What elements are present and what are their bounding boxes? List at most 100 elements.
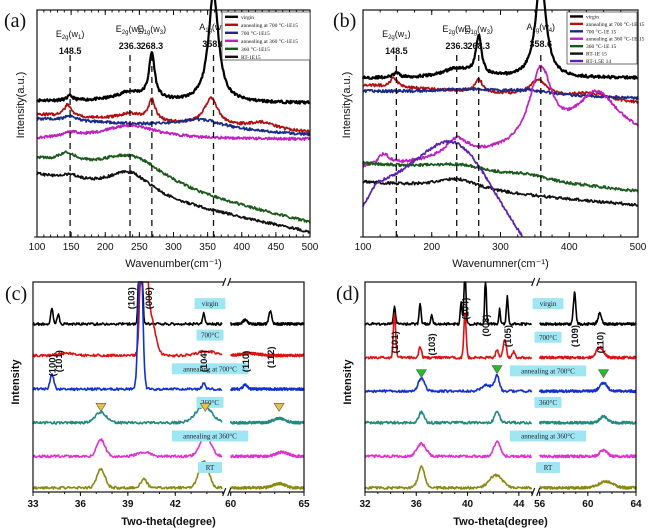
sample-label-bg <box>509 365 587 377</box>
hkl-label: (105) <box>503 325 514 347</box>
mode-value-label: 268.3 <box>141 41 164 51</box>
x-tick-label: 500 <box>302 242 319 253</box>
legend-entry: 360 °C-1E 15 <box>586 43 617 50</box>
mode-value-label: 236.3 <box>119 41 142 51</box>
hkl-label: (112) <box>266 346 277 368</box>
x-tick-label: 100 <box>355 242 372 253</box>
x-axis-title: Two-theta(degree) <box>121 516 216 528</box>
mode-value-label: 358.6 <box>202 39 225 49</box>
axis-break-mark <box>227 277 232 287</box>
legend-entry: annealing at 700 °C-1E 15 <box>586 21 645 28</box>
sample-label-bg <box>509 430 587 442</box>
panel-d: virgin 700°C annealing at 700°C 360°C anneal… <box>336 277 642 528</box>
series-line-annealing-at-360-c <box>364 440 532 459</box>
x-tick-label: 36 <box>411 499 423 510</box>
axis-break-mask-bottom <box>532 490 539 494</box>
series-line-virgin <box>364 281 532 326</box>
panel-letter: (a) <box>4 10 26 32</box>
axis-break-mark <box>531 487 536 497</box>
series-line-360-c <box>32 404 223 425</box>
mode-name-label: E2g(w2) <box>442 24 471 36</box>
legend-entry: annealing at 360 °C-1E15 <box>241 38 298 45</box>
phase-marker-triangle <box>415 369 427 379</box>
mode-value-label: 358.6 <box>530 39 553 49</box>
axis-break-mark <box>536 277 541 287</box>
legend-entry: 360 °C-1E15 <box>241 46 270 53</box>
x-tick-label: 36 <box>75 499 87 510</box>
series-line-annealing-at-360-c <box>539 448 637 459</box>
hkl-label: (006) <box>144 287 155 309</box>
x-tick-label: 350 <box>199 242 216 253</box>
x-tick-label: 64 <box>630 499 642 510</box>
x-tick-label: 42 <box>170 499 182 510</box>
sample-label: virgin <box>532 298 564 310</box>
x-axis-title: Two-theta(degree) <box>453 516 548 528</box>
x-tick-label: 32 <box>359 499 371 510</box>
series-line-virgin <box>361 0 639 80</box>
x-tick-label: 44 <box>513 499 525 510</box>
x-tick-label: 200 <box>423 242 440 253</box>
series-line-rt-1e15 <box>36 170 311 234</box>
series-line-annealing-at-700-c <box>364 373 533 394</box>
series-line-rt <box>364 465 533 490</box>
plot-frame <box>364 281 637 493</box>
series-line-annealing-at-360-c <box>32 433 223 459</box>
y-axis-title: Intensity(a.u.) <box>15 72 27 139</box>
legend-entry: virgin <box>586 14 599 20</box>
legend-entry: RT-1E15 <box>241 55 261 61</box>
x-axis-title: Wavenumner(cm⁻¹) <box>452 258 548 270</box>
series-line-360-c <box>229 416 305 425</box>
axis-break-mark <box>227 487 232 497</box>
mode-value-label: 268.3 <box>467 41 490 51</box>
panel-c: virgin 700°C annealing at 700°C 360°C anneal… <box>5 277 310 528</box>
sample-label-text: annealing at 360°C <box>183 432 237 440</box>
sample-label-text: 700°C <box>539 334 557 342</box>
sample-label-text: annealing at 360°C <box>521 432 575 440</box>
sample-label: virgin <box>194 298 226 310</box>
x-tick-label: 450 <box>268 242 285 253</box>
legend-entry: annealing at 700 °C-1E15 <box>241 22 298 29</box>
series-line-rt-1e-15 <box>362 177 639 207</box>
sample-label-text: annealing at 700°C <box>183 365 237 373</box>
series-line-rt <box>32 460 223 490</box>
sample-label: annealing at 360°C <box>509 430 587 442</box>
sample-label-text: 700°C <box>201 332 219 340</box>
sample-label: annealing at 360°C <box>171 430 249 442</box>
sample-label-bg <box>171 430 249 442</box>
series-line-rt-1-5e-14 <box>362 139 523 238</box>
sample-label-bg <box>196 329 224 341</box>
series-line-700-c-1e15 <box>36 113 311 137</box>
sample-label-text: annealing at 700°C <box>521 367 575 375</box>
sample-label: RT <box>536 461 560 473</box>
sample-label-bg <box>534 396 562 408</box>
series-line-360-c-1e15 <box>36 150 311 224</box>
hkl-label: (103) <box>127 287 138 309</box>
x-tick-label: 60 <box>582 499 594 510</box>
phase-marker-triangle <box>273 403 285 412</box>
legend-entry: annealing at 360 °C-1E 15 <box>586 36 645 43</box>
sample-label-bg <box>532 298 564 310</box>
x-axis-title: Wavenumber(cm⁻¹) <box>125 258 221 270</box>
series-line-700-c <box>229 351 305 358</box>
series-line-360-c <box>364 410 533 425</box>
hkl-label: (104) <box>460 298 471 320</box>
panel-a: 148.5 E2g(w1) 236.3 E2g(w2) 268.3 E1g(w3) 358.… <box>4 0 319 270</box>
axis-break-mark <box>531 277 536 287</box>
mode-name-label: E2g(w2) <box>116 24 145 36</box>
plot-frame <box>32 281 305 493</box>
sample-label: 360°C <box>534 396 562 408</box>
x-tick-label: 300 <box>492 242 509 253</box>
series-line-virgin <box>229 310 305 326</box>
phase-marker-triangle <box>95 403 107 412</box>
phase-marker-triangle <box>199 403 211 412</box>
mode-name-label: E1g(w3) <box>138 24 167 36</box>
axis-break-mark <box>536 487 541 497</box>
hkl-label: (101) <box>54 350 65 372</box>
sample-label: RT <box>198 461 222 473</box>
sample-label-bg <box>198 461 222 473</box>
legend-entry: RT-1.5E 14 <box>586 59 611 65</box>
x-tick-label: 400 <box>233 242 250 253</box>
x-tick-label: 150 <box>63 242 80 253</box>
sample-label-bg <box>171 363 249 375</box>
legend-box <box>221 11 311 61</box>
